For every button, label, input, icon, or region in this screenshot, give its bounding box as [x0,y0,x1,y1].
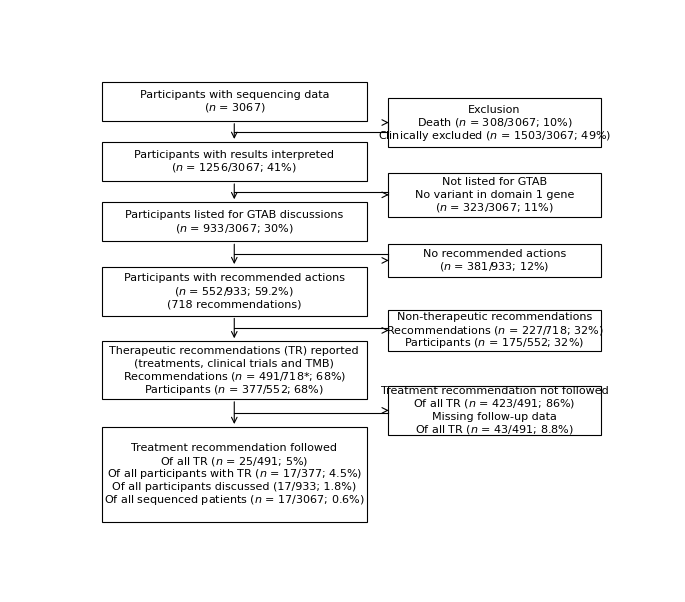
Text: Treatment recommendation followed: Treatment recommendation followed [132,444,337,453]
Bar [388,309,601,352]
Text: Of all sequenced patients ($n$ = 17/3067; 0.6%): Of all sequenced patients ($n$ = 17/3067… [104,493,364,507]
Text: Treatment recommendation not followed: Treatment recommendation not followed [381,386,608,396]
Bar [101,142,367,181]
Text: Participants listed for GTAB discussions: Participants listed for GTAB discussions [125,210,343,220]
Text: No variant in domain 1 gene: No variant in domain 1 gene [414,190,574,200]
Bar [388,386,601,435]
Text: ($n$ = 3067): ($n$ = 3067) [203,101,265,114]
Text: Participants with recommended actions: Participants with recommended actions [124,273,345,284]
Bar [101,341,367,399]
Text: Recommendations ($n$ = 491/718*; 68%): Recommendations ($n$ = 491/718*; 68%) [123,370,346,383]
Text: Therapeutic recommendations (TR) reported: Therapeutic recommendations (TR) reporte… [110,346,359,356]
Text: Death ($n$ = 308/3067; 10%): Death ($n$ = 308/3067; 10%) [416,116,572,129]
Text: Participants ($n$ = 377/552; 68%): Participants ($n$ = 377/552; 68%) [145,382,324,397]
Bar [101,202,367,241]
Bar [388,244,601,277]
Text: Non-therapeutic recommendations: Non-therapeutic recommendations [397,312,592,323]
Bar [101,267,367,315]
Text: Missing follow-up data: Missing follow-up data [432,412,557,422]
Bar [101,427,367,522]
Text: ($n$ = 323/3067; 11%): ($n$ = 323/3067; 11%) [435,201,553,214]
Text: ($n$ = 933/3067; 30%): ($n$ = 933/3067; 30%) [175,222,294,235]
Text: ($n$ = 552/933; 59.2%): ($n$ = 552/933; 59.2%) [175,285,294,298]
Text: Of all participants discussed (17/933; 1.8%): Of all participants discussed (17/933; 1… [112,482,356,492]
Text: (718 recommendations): (718 recommendations) [167,299,301,309]
Text: ($n$ = 381/933; 12%): ($n$ = 381/933; 12%) [439,261,549,273]
Text: Participants ($n$ = 175/552; 32%): Participants ($n$ = 175/552; 32%) [404,337,584,350]
Text: Of all participants with TR ($n$ = 17/377; 4.5%): Of all participants with TR ($n$ = 17/37… [107,467,362,482]
Text: Participants with results interpreted: Participants with results interpreted [134,150,334,160]
Text: Participants with sequencing data: Participants with sequencing data [140,90,329,100]
Text: ($n$ = 1256/3067; 41%): ($n$ = 1256/3067; 41%) [171,161,297,175]
Text: No recommended actions: No recommended actions [423,249,566,259]
Bar [388,98,601,147]
Text: Not listed for GTAB: Not listed for GTAB [442,177,547,187]
Text: Of all TR ($n$ = 423/491; 86%): Of all TR ($n$ = 423/491; 86%) [413,397,575,411]
Text: Of all TR ($n$ = 43/491; 8.8%): Of all TR ($n$ = 43/491; 8.8%) [415,423,573,436]
Bar [101,81,367,121]
Bar [388,173,601,217]
Text: Clinically excluded ($n$ = 1503/3067; 49%): Clinically excluded ($n$ = 1503/3067; 49… [378,128,611,143]
Text: (treatments, clinical trials and TMB): (treatments, clinical trials and TMB) [134,359,334,368]
Text: Exclusion: Exclusion [468,105,521,114]
Text: Of all TR ($n$ = 25/491; 5%): Of all TR ($n$ = 25/491; 5%) [160,455,308,468]
Text: Recommendations ($n$ = 227/718; 32%): Recommendations ($n$ = 227/718; 32%) [386,324,603,337]
